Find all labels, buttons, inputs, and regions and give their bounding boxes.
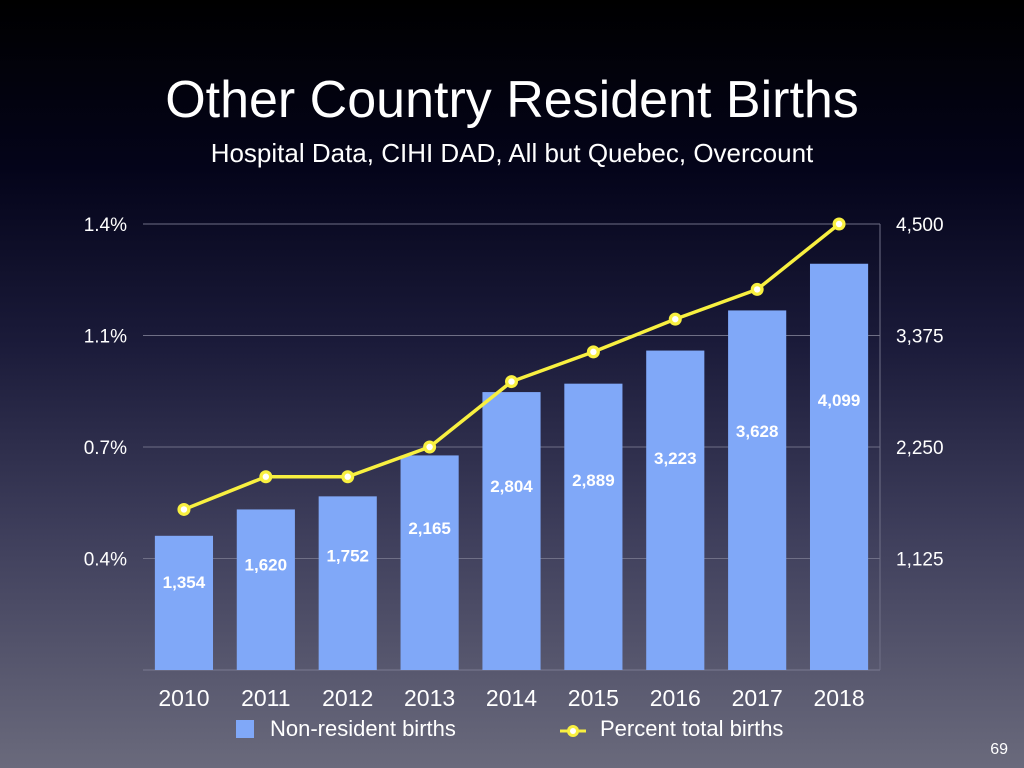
- legend-bar-swatch: [236, 720, 254, 738]
- line-marker-center: [835, 220, 843, 228]
- line-marker-center: [672, 315, 679, 323]
- legend: Non-resident births Percent total births: [0, 716, 1024, 746]
- line-series: [177, 217, 846, 516]
- x-tick-label: 2015: [568, 685, 619, 711]
- right-tick-label: 1,125: [896, 550, 944, 571]
- page-number: 69: [990, 741, 1008, 758]
- bar-data-label: 2,804: [490, 477, 533, 496]
- left-axis-ticks: 0.4% 0.7% 1.1% 1.4%: [84, 215, 127, 571]
- bar: [482, 392, 541, 670]
- line-marker-center: [344, 473, 351, 480]
- bar-data-label: 3,223: [654, 449, 697, 468]
- bar: [400, 455, 459, 670]
- bar-data-label: 2,889: [572, 471, 615, 490]
- x-tick-label: 2011: [241, 685, 290, 711]
- right-axis-ticks: 1,125 2,250 3,375 4,500: [896, 215, 944, 571]
- line-marker-center: [508, 378, 515, 385]
- bar-data-label: 1,620: [245, 555, 288, 574]
- line-marker-center: [590, 348, 597, 356]
- legend-line-swatch: [560, 720, 586, 738]
- bar-data-label: 1,354: [163, 573, 206, 592]
- bar: [728, 310, 787, 670]
- x-tick-label: 2016: [650, 685, 701, 711]
- x-tick-label: 2012: [322, 685, 373, 711]
- right-tick-label: 2,250: [896, 438, 944, 459]
- slide-title: Other Country Resident Births: [165, 71, 859, 129]
- bar: [809, 263, 869, 670]
- bar-data-label: 1,752: [326, 547, 369, 566]
- left-tick-label: 0.7%: [84, 438, 127, 459]
- x-tick-label: 2017: [732, 685, 783, 711]
- bar: [236, 509, 295, 670]
- left-tick-label: 1.1%: [84, 327, 127, 348]
- bar-data-label: 3,628: [736, 422, 779, 441]
- left-tick-label: 1.4%: [84, 215, 127, 236]
- line-marker-center: [426, 443, 433, 451]
- line-marker-center: [262, 473, 270, 480]
- bar-data-label: 2,165: [408, 519, 451, 538]
- bar-data-labels: 1,354 1,620 1,752 2,165 2,804 2,889 3,223 3,628…: [163, 391, 861, 592]
- right-tick-label: 4,500: [896, 215, 944, 236]
- legend-label-line: Percent total births: [600, 716, 784, 741]
- line-marker-center: [180, 506, 188, 513]
- x-tick-label: 2010: [158, 685, 209, 711]
- bar: [154, 535, 214, 670]
- line-marker-center: [753, 286, 761, 293]
- legend-item-bars: Non-resident births: [236, 716, 456, 742]
- slide-subtitle: Hospital Data, CIHI DAD, All but Quebec,…: [210, 138, 814, 168]
- x-axis-ticks: 2010 2011 2012 2013 2014 2015 2016 2017 2018: [158, 685, 864, 711]
- bar: [318, 496, 377, 670]
- x-tick-label: 2018: [813, 685, 864, 711]
- bar: [564, 383, 623, 670]
- bar: [646, 350, 705, 670]
- legend-label-bars: Non-resident births: [270, 716, 456, 741]
- legend-item-line: Percent total births: [560, 716, 783, 742]
- bar-series: [154, 263, 869, 670]
- bar-data-label: 4,099: [818, 391, 861, 410]
- x-tick-label: 2013: [404, 685, 455, 711]
- right-tick-label: 3,375: [896, 327, 944, 348]
- x-tick-label: 2014: [486, 685, 537, 711]
- left-tick-label: 0.4%: [84, 550, 127, 571]
